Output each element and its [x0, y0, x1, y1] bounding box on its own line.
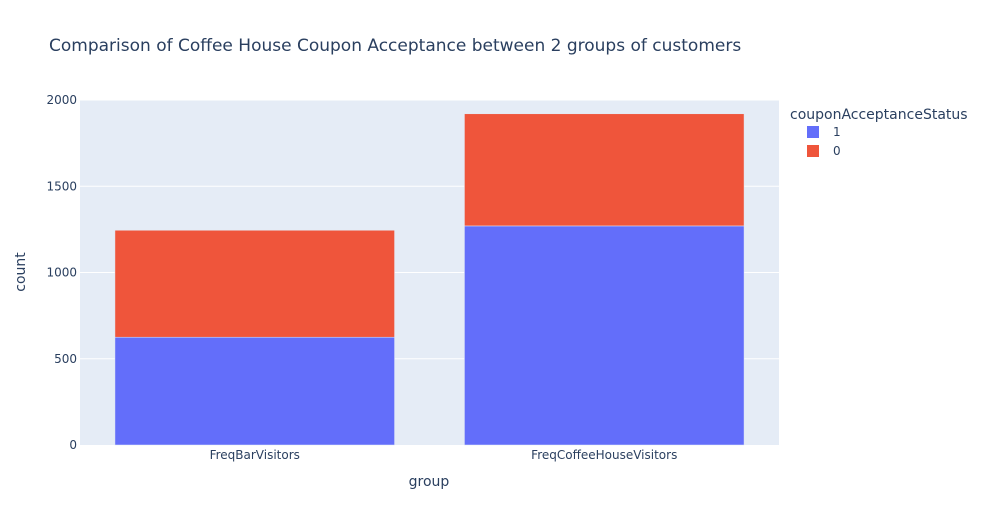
x-axis-ticks: FreqBarVisitors FreqCoffeeHouseVisitors	[210, 448, 678, 462]
legend-item-1[interactable]: 1	[807, 125, 841, 139]
bar-FreqBarVisitors-series-1[interactable]	[114, 336, 395, 446]
chart-title: Comparison of Coffee House Coupon Accept…	[49, 36, 741, 56]
x-tick-label: FreqBarVisitors	[210, 448, 300, 462]
bars	[114, 113, 745, 446]
x-axis-title: group	[409, 474, 450, 490]
y-tick-label: 1500	[46, 179, 77, 193]
x-tick-label: FreqCoffeeHouseVisitors	[531, 448, 677, 462]
legend-swatch	[807, 126, 819, 138]
y-axis-ticks: 0 500 1000 1500 2000	[46, 93, 77, 452]
legend-swatch	[807, 145, 819, 157]
legend-item-0[interactable]: 0	[807, 144, 841, 158]
bar-FreqBarVisitors-series-0[interactable]	[114, 229, 395, 338]
y-tick-label: 2000	[46, 93, 77, 107]
bar-FreqCoffeeHouseVisitors-series-1[interactable]	[464, 225, 745, 446]
y-tick-label: 500	[54, 352, 77, 366]
legend-title: couponAcceptanceStatus	[790, 107, 968, 123]
legend-label: 0	[833, 144, 841, 158]
legend[interactable]: couponAcceptanceStatus 10	[790, 107, 968, 158]
y-tick-label: 1000	[46, 266, 77, 280]
legend-items[interactable]: 10	[807, 125, 841, 158]
y-tick-label: 0	[69, 438, 77, 452]
bar-FreqCoffeeHouseVisitors-series-0[interactable]	[464, 113, 745, 227]
legend-label: 1	[833, 125, 841, 139]
y-axis-title: count	[13, 252, 29, 292]
